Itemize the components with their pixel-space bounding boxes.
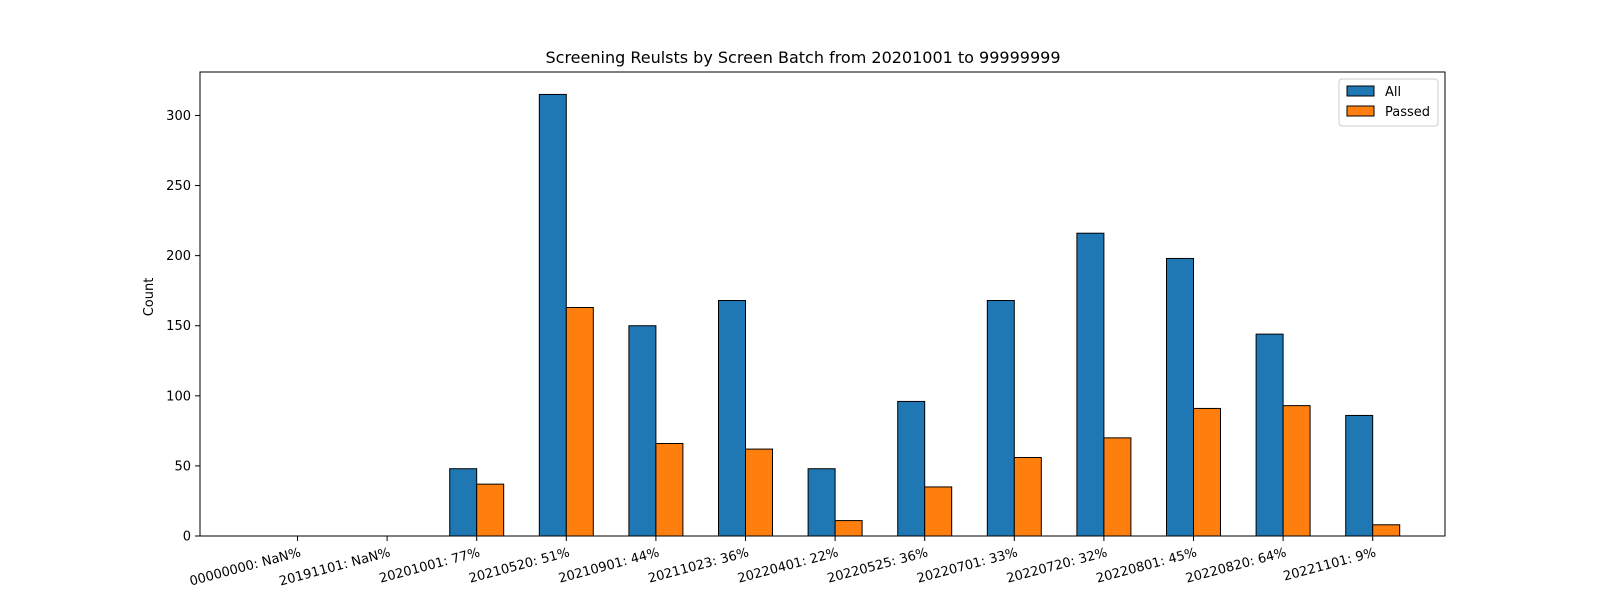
bar-passed-2 xyxy=(476,483,505,537)
x-tick-label: 20221101: 9% xyxy=(1282,545,1378,584)
y-tick-label: 150 xyxy=(166,319,191,334)
bar-passed-3 xyxy=(565,307,594,537)
bar-all-8 xyxy=(986,299,1015,537)
legend-swatch-passed xyxy=(1346,105,1375,117)
bar-passed-4 xyxy=(655,442,684,537)
x-tick-label: 20220801: 45% xyxy=(1095,545,1199,586)
bar-all-6 xyxy=(807,468,836,537)
bar-all-11 xyxy=(1255,333,1284,537)
y-axis-label: Count xyxy=(142,278,157,317)
chart-title: Screening Reulsts by Screen Batch from 2… xyxy=(545,48,1060,67)
y-axis-ticks: 0 50 100 150 200 250 300 xyxy=(166,109,200,545)
bar-passed-8 xyxy=(1013,456,1042,537)
plot-frame xyxy=(199,71,1446,537)
bar-all-10 xyxy=(1166,257,1194,537)
legend-label-all: All xyxy=(1385,85,1401,100)
bar-all-12 xyxy=(1345,414,1374,537)
bar-all-4 xyxy=(628,325,657,537)
bars-group xyxy=(449,93,1401,537)
bar-passed-7 xyxy=(924,486,953,537)
x-axis-ticks: 00000000: NaN%20191101: NaN%20201001: 77… xyxy=(188,536,1378,589)
legend-label-passed: Passed xyxy=(1385,105,1430,120)
bar-all-9 xyxy=(1076,232,1105,537)
x-tick-label: 20220525: 36% xyxy=(826,545,930,586)
x-tick-label: 20220401: 22% xyxy=(736,545,840,586)
bar-passed-5 xyxy=(745,448,773,537)
legend-swatch-all xyxy=(1346,85,1375,97)
x-tick-label: 20220701: 33% xyxy=(915,545,1019,586)
bar-all-7 xyxy=(897,400,926,537)
x-tick-label: 20220720: 32% xyxy=(1005,545,1109,586)
y-tick-label: 250 xyxy=(166,179,191,194)
legend: All Passed xyxy=(1338,78,1439,127)
y-tick-label: 100 xyxy=(166,389,191,404)
bar-all-2 xyxy=(449,468,478,537)
bar-passed-10 xyxy=(1193,407,1221,537)
bar-passed-9 xyxy=(1103,437,1132,537)
bar-passed-6 xyxy=(834,520,863,537)
bar-all-3 xyxy=(538,93,567,537)
bar-passed-12 xyxy=(1372,524,1401,537)
y-tick-label: 50 xyxy=(174,459,191,474)
x-tick-label: 20220820: 64% xyxy=(1184,545,1288,586)
bar-all-5 xyxy=(718,299,746,537)
x-tick-label: 20210901: 44% xyxy=(557,545,661,586)
x-tick-label: 20211023: 36% xyxy=(647,545,751,586)
x-tick-label: 20210520: 51% xyxy=(467,545,571,586)
y-tick-label: 200 xyxy=(166,249,191,264)
bar-passed-11 xyxy=(1282,405,1311,537)
y-tick-label: 300 xyxy=(166,109,191,124)
y-tick-label: 0 xyxy=(183,530,191,545)
x-tick-label: 20201001: 77% xyxy=(378,545,482,586)
